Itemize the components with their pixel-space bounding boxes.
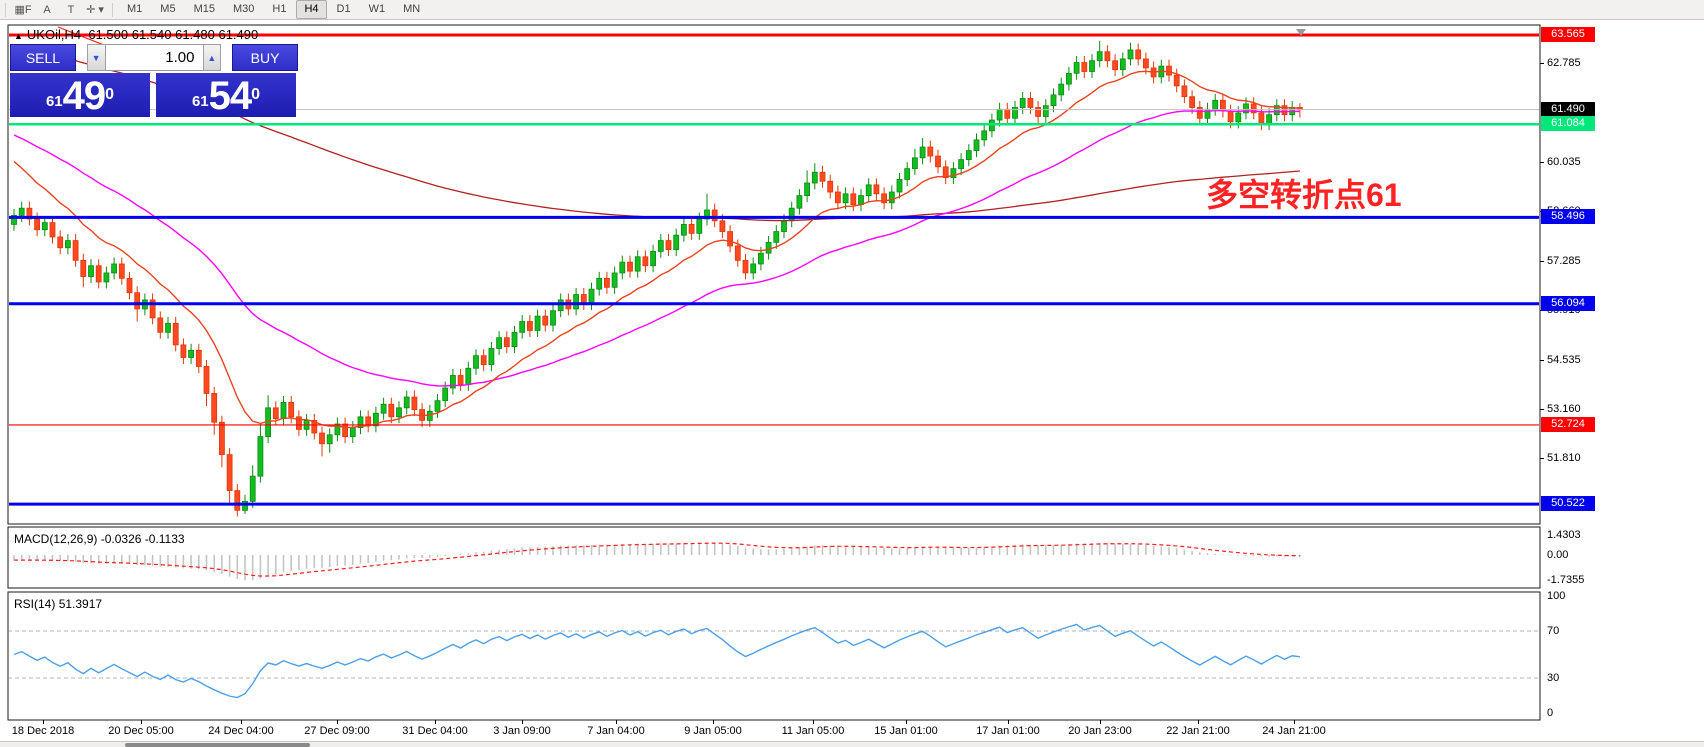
price-tick-mark — [1540, 409, 1544, 410]
symbol-marker-icon: ▲ — [14, 31, 23, 41]
time-tick-mark — [906, 720, 907, 724]
time-tick-label: 3 Jan 09:00 — [493, 725, 551, 737]
expert-grid-icon[interactable]: ▦F — [14, 4, 32, 16]
sell-price-prefix: 61 — [45, 93, 63, 110]
price-level-badge: 61.490 — [1541, 101, 1595, 117]
macd-label: MACD(12,26,9) -0.0326 -0.1133 — [14, 532, 185, 546]
timeframe-button-w1[interactable]: W1 — [368, 3, 386, 15]
time-tick-mark — [141, 720, 142, 724]
buy-button[interactable]: BUY — [232, 44, 298, 71]
timeframe-button-m5[interactable]: M5 — [160, 3, 176, 15]
text-box-icon[interactable]: T — [67, 3, 75, 16]
sell-price-display[interactable]: 61 49 0 — [10, 73, 150, 117]
price-tick-mark — [1540, 360, 1544, 361]
price-tick-label: 57.285 — [1547, 254, 1581, 267]
sell-button[interactable]: SELL — [10, 44, 76, 71]
time-tick-label: 11 Jan 05:00 — [781, 725, 845, 737]
timeframe-button-mn[interactable]: MN — [403, 3, 421, 15]
cursor-mode-icon[interactable]: ✛ ▾ — [86, 4, 104, 16]
price-level-badge: 50.522 — [1541, 496, 1595, 512]
time-tick-mark — [1198, 720, 1199, 724]
time-tick-mark — [1100, 720, 1101, 724]
price-tick-label: 53.160 — [1547, 403, 1581, 416]
time-tick-label: 17 Jan 01:00 — [976, 725, 1040, 737]
chart-ohlc-readout: 61.500 61.540 61.480 61.490 — [88, 27, 259, 42]
text-a-icon[interactable]: A — [43, 3, 51, 16]
time-tick-mark — [1008, 720, 1009, 724]
time-tick-label: 22 Jan 21:00 — [1166, 725, 1230, 737]
time-tick-mark — [435, 720, 436, 724]
time-tick-mark — [337, 720, 338, 724]
time-tick-label: 20 Jan 23:00 — [1068, 725, 1132, 737]
rsi-axis-label: 70 — [1547, 625, 1560, 637]
price-tick-mark — [1540, 261, 1544, 262]
timeframe-button-h4[interactable]: H4 — [296, 0, 327, 19]
buy-price-display[interactable]: 61 54 0 — [156, 73, 296, 117]
price-level-badge: 61.084 — [1541, 116, 1595, 132]
price-tick-mark — [1540, 458, 1544, 459]
macd-axis-label: 1.4303 — [1547, 528, 1581, 541]
time-tick-label: 31 Dec 04:00 — [402, 725, 468, 737]
time-tick-label: 20 Dec 05:00 — [108, 725, 174, 737]
lot-decrease-button[interactable]: ▼ — [86, 44, 106, 71]
time-tick-label: 7 Jan 04:00 — [587, 725, 645, 737]
time-tick-label: 27 Dec 09:00 — [304, 725, 370, 737]
time-tick-mark — [813, 720, 814, 724]
macd-axis-label: -1.7355 — [1547, 573, 1585, 586]
price-tick-mark — [1540, 63, 1544, 64]
time-tick-mark — [43, 720, 44, 724]
price-level-badge: 58.496 — [1541, 209, 1595, 225]
bottom-strip — [0, 741, 1704, 747]
buy-price-big: 54 — [208, 74, 252, 118]
chart-title-row: ▲ UKOil,H4 61.500 61.540 61.480 61.490 — [14, 27, 258, 42]
sell-price-big: 49 — [62, 74, 106, 118]
price-tick-label: 60.035 — [1547, 155, 1581, 168]
sell-price-sup: 0 — [105, 86, 115, 103]
time-tick-label: 15 Jan 01:00 — [874, 725, 938, 737]
price-level-badge: 52.724 — [1541, 416, 1595, 432]
lot-increase-button[interactable]: ▲ — [202, 44, 222, 71]
price-level-badge: 63.565 — [1541, 27, 1595, 42]
timeframe-button-h1[interactable]: H1 — [272, 3, 287, 15]
rsi-label: RSI(14) 51.3917 — [14, 597, 103, 611]
lot-size-input[interactable] — [105, 44, 203, 71]
buy-price-sup: 0 — [251, 86, 261, 103]
time-tick-mark — [616, 720, 617, 724]
time-tick-label: 24 Jan 21:00 — [1262, 725, 1326, 737]
time-tick-label: 24 Dec 04:00 — [208, 725, 274, 737]
chart-text-annotation: 多空转折点61 — [1206, 177, 1402, 213]
bottom-scrollbar-thumb[interactable] — [125, 743, 310, 747]
timeframe-button-m15[interactable]: M15 — [193, 3, 215, 15]
price-tick-label: 51.810 — [1547, 451, 1581, 464]
rsi-axis-label: 100 — [1547, 589, 1566, 602]
price-tick-label: 62.785 — [1547, 57, 1581, 70]
rsi-axis-label: 0 — [1547, 707, 1554, 720]
time-tick-mark — [241, 720, 242, 724]
price-tick-mark — [1540, 162, 1544, 163]
time-tick-mark — [522, 720, 523, 724]
timeframe-button-d1[interactable]: D1 — [336, 3, 351, 15]
rsi-axis-label: 30 — [1547, 672, 1560, 684]
toolbar: ▦F A T ✛ ▾ M1 M5 M15 M30 H1 H4 D1 W1 MN — [0, 0, 1704, 20]
price-tick-label: 54.535 — [1547, 353, 1581, 366]
price-level-badge: 56.094 — [1541, 295, 1595, 311]
time-tick-label: 9 Jan 05:00 — [684, 725, 742, 737]
macd-axis-label: 0.00 — [1547, 549, 1569, 561]
time-tick-mark — [713, 720, 714, 724]
timeframe-button-m30[interactable]: M30 — [232, 3, 255, 15]
time-tick-label: 18 Dec 2018 — [11, 725, 75, 737]
time-tick-mark — [1294, 720, 1295, 724]
buy-price-prefix: 61 — [191, 93, 209, 110]
chart-title: UKOil,H4 — [26, 27, 82, 42]
timeframe-button-m1[interactable]: M1 — [127, 3, 143, 15]
